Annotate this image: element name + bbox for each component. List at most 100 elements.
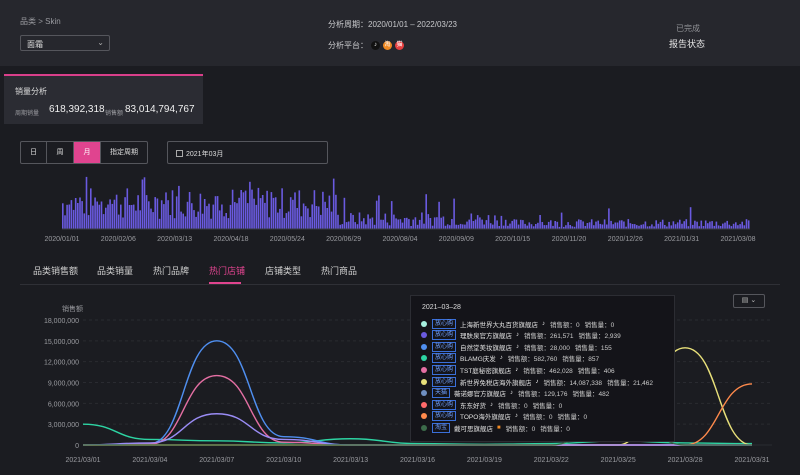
overview-bar bbox=[431, 225, 434, 229]
overview-bar bbox=[201, 213, 204, 229]
overview-bar bbox=[320, 214, 322, 229]
x-tick-label: 2021/03/19 bbox=[467, 457, 502, 464]
overview-bar bbox=[455, 224, 457, 229]
store-type-tag: 放心购 bbox=[432, 353, 457, 364]
status-value: 已完成 bbox=[676, 24, 700, 33]
overview-bar bbox=[259, 198, 262, 229]
overview-bar bbox=[216, 196, 219, 229]
store-sales-qty: 销售量：0 bbox=[540, 425, 570, 433]
overview-bar bbox=[704, 220, 707, 229]
overview-bar bbox=[464, 224, 466, 229]
overview-bar bbox=[588, 222, 591, 229]
granularity-week-button[interactable]: 周 bbox=[47, 142, 74, 163]
tooltip-row: 放心购 东东好货 ♪ 销售额：0 销售量：0 bbox=[421, 399, 567, 410]
category-select-value: 面霜 bbox=[27, 40, 43, 49]
overview-bar bbox=[401, 222, 404, 229]
overview-bar bbox=[292, 199, 294, 229]
overview-bar bbox=[429, 218, 432, 229]
overview-x-tick: 2020/05/24 bbox=[270, 236, 305, 243]
overview-bar bbox=[433, 217, 436, 229]
overview-bar bbox=[270, 192, 273, 229]
overview-bar bbox=[264, 202, 266, 229]
overview-bar bbox=[365, 224, 367, 229]
tab-store-types[interactable]: 店铺类型 bbox=[265, 266, 302, 276]
overview-bar bbox=[672, 221, 675, 229]
overview-bar bbox=[457, 224, 460, 229]
overview-bar bbox=[644, 221, 647, 229]
overview-bar bbox=[335, 194, 337, 229]
overview-bar bbox=[324, 201, 326, 229]
x-tick-label: 2021/03/07 bbox=[199, 457, 234, 464]
overview-bar-chart[interactable]: 2020/01/01 2020/02/06 2020/03/13 2020/04/18… bbox=[0, 170, 800, 250]
overview-bar bbox=[737, 225, 739, 229]
overview-bar bbox=[689, 207, 692, 229]
tab-hot-products[interactable]: 热门商品 bbox=[321, 266, 358, 276]
overview-bar bbox=[289, 197, 292, 229]
overview-bar bbox=[640, 224, 642, 229]
overview-bar bbox=[593, 225, 595, 229]
overview-bar bbox=[657, 223, 660, 229]
overview-bar bbox=[274, 197, 277, 229]
tab-hot-brands[interactable]: 热门品牌 bbox=[153, 266, 190, 276]
overview-bar bbox=[571, 226, 574, 229]
category-select[interactable]: 面霜 ⌄ bbox=[20, 35, 110, 51]
overview-bar bbox=[158, 218, 161, 229]
platform-label: 分析平台： bbox=[328, 41, 368, 50]
overview-bar bbox=[616, 222, 619, 229]
douyin-icon: ♪ bbox=[371, 41, 380, 50]
overview-bar bbox=[178, 185, 180, 229]
overview-bar bbox=[255, 204, 258, 229]
overview-bar bbox=[300, 216, 303, 229]
store-type-tag: 淘宝 bbox=[432, 422, 451, 433]
overview-bar bbox=[500, 215, 503, 229]
overview-bar bbox=[507, 225, 509, 229]
overview-bar bbox=[713, 225, 716, 229]
x-tick-label: 2021/03/01 bbox=[65, 457, 100, 464]
overview-bar bbox=[74, 198, 77, 229]
store-type-tag: 放心购 bbox=[432, 318, 457, 329]
overview-x-tick: 2020/12/26 bbox=[608, 236, 643, 243]
granularity-month-button[interactable]: 月 bbox=[74, 142, 101, 163]
month-picker[interactable]: 2021年03月 bbox=[167, 141, 328, 164]
tooltip-date: 2021–03–28 bbox=[422, 304, 461, 311]
chart-view-toggle[interactable]: ▤ ⌄ bbox=[733, 294, 765, 308]
overview-bar bbox=[345, 222, 348, 229]
analysis-platform: 分析平台： ♪ 淘 猫 bbox=[328, 40, 404, 51]
store-name: 新世界免税店海外旗舰店 bbox=[460, 379, 532, 387]
store-type-tag: 放心购 bbox=[432, 376, 457, 387]
overview-bar bbox=[139, 210, 141, 229]
series-color-dot bbox=[421, 424, 427, 431]
tab-category-sales-amount[interactable]: 品类销售额 bbox=[33, 266, 79, 276]
overview-bar bbox=[367, 214, 369, 229]
overview-bar bbox=[580, 219, 582, 229]
overview-bar bbox=[646, 226, 649, 229]
overview-bar bbox=[191, 203, 193, 229]
store-sales-amount: 销售额：14,087,338 bbox=[543, 379, 603, 387]
overview-bar bbox=[461, 224, 464, 229]
overview-x-tick: 2020/10/15 bbox=[495, 236, 530, 243]
overview-bar bbox=[638, 225, 640, 229]
overview-bar bbox=[614, 222, 617, 229]
overview-bar bbox=[390, 201, 393, 229]
overview-bar bbox=[722, 223, 724, 229]
overview-bar bbox=[339, 224, 341, 229]
overview-bar bbox=[266, 190, 268, 229]
overview-bar bbox=[631, 224, 634, 229]
overview-bar bbox=[556, 221, 559, 229]
tab-hot-stores[interactable]: 热门店铺 bbox=[209, 266, 246, 276]
store-sales-amount: 销售额：0 bbox=[505, 425, 536, 433]
store-name: TOPO海外旗舰店 bbox=[460, 414, 511, 422]
overview-bar bbox=[358, 212, 361, 229]
granularity-custom-button[interactable]: 指定周期 bbox=[110, 149, 138, 156]
overview-bar bbox=[618, 220, 621, 229]
series-color-dot bbox=[421, 401, 427, 408]
overview-bar bbox=[582, 221, 584, 229]
overview-bar bbox=[283, 217, 285, 229]
breadcrumb[interactable]: 品类 > Skin bbox=[20, 17, 61, 26]
overview-bar bbox=[715, 221, 718, 229]
granularity-day-button[interactable]: 日 bbox=[21, 142, 47, 163]
month-picker-value: 2021年03月 bbox=[186, 151, 224, 158]
tab-category-sales-volume[interactable]: 品类销量 bbox=[97, 266, 134, 276]
store-sales-line-chart[interactable]: 销售额 18,000,000 15,000,000 12,000,000 9,000,0… bbox=[0, 300, 800, 475]
overview-bar bbox=[539, 215, 541, 229]
